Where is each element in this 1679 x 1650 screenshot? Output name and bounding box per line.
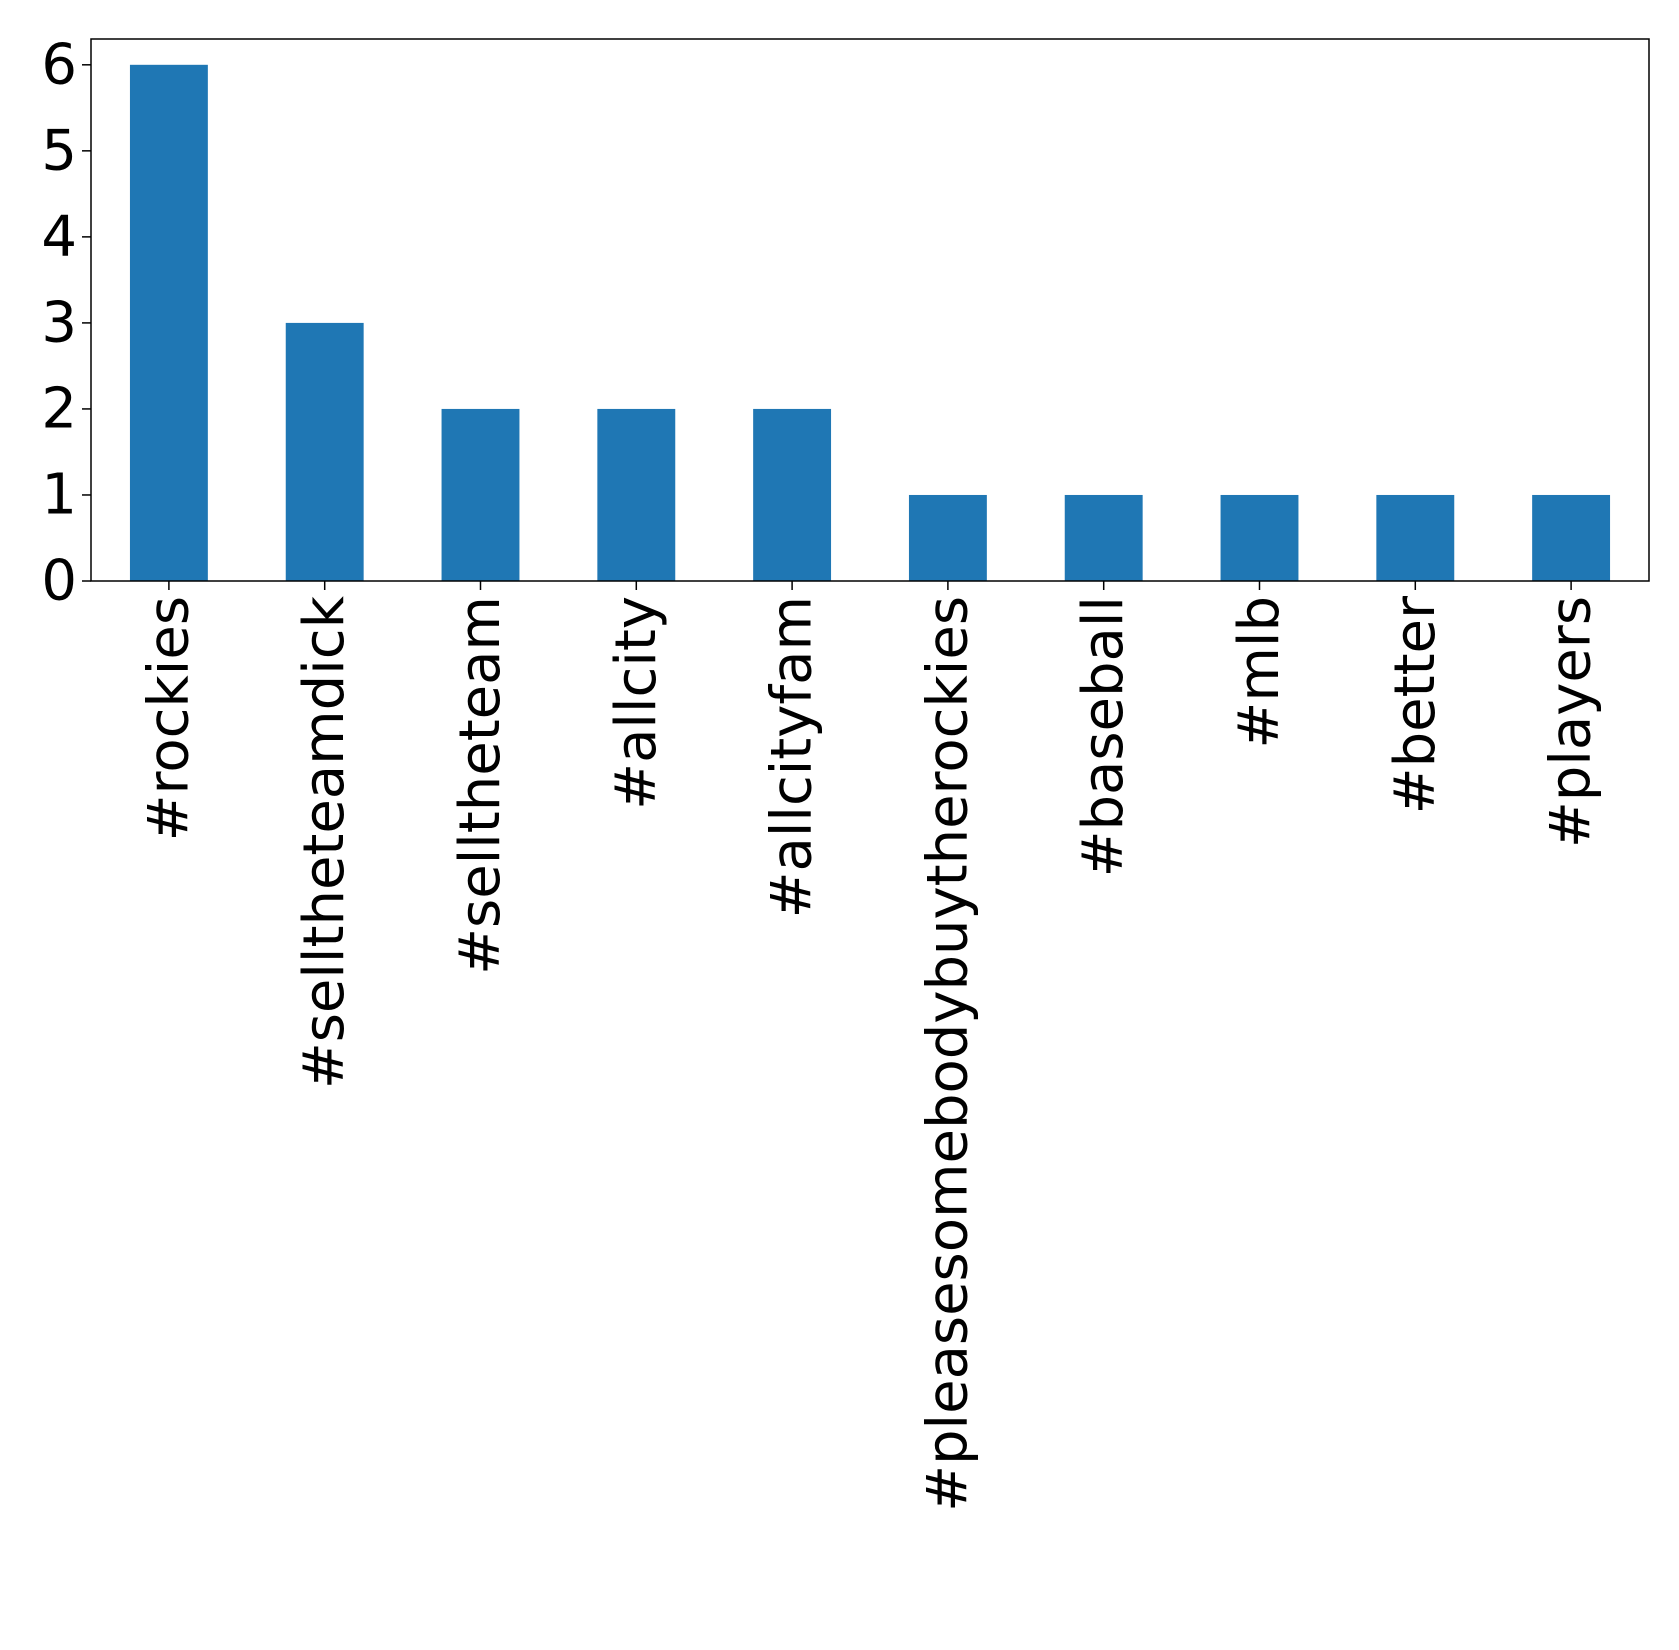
y-tick-label: 2 <box>41 376 77 441</box>
y-tick-label: 6 <box>41 32 77 97</box>
x-tick-label: #players <box>1539 596 1604 848</box>
x-tick-label: #baseball <box>1071 596 1136 877</box>
bar-baseball <box>1064 494 1143 581</box>
bar-better <box>1376 494 1455 581</box>
plot-frame <box>90 38 1650 582</box>
x-tick-label: #selltheteam <box>448 596 513 975</box>
bar-players <box>1532 494 1611 581</box>
y-tick-label: 4 <box>41 204 77 269</box>
bar-allcityfam <box>753 408 832 581</box>
x-tick-label: #rockies <box>136 596 201 841</box>
x-tick-label: #pleasesomebodybuytherockies <box>915 596 980 1512</box>
y-tick-label: 3 <box>41 290 77 355</box>
x-tick-label: #mlb <box>1227 596 1292 749</box>
bar-mlb <box>1220 494 1299 581</box>
x-tick-label: #allcity <box>604 596 669 810</box>
y-tick-label: 0 <box>41 549 77 614</box>
y-axis: 0 1 2 3 4 5 6 <box>41 32 91 614</box>
bar-selltheteam <box>441 408 520 581</box>
bar-selltheteamdick <box>285 322 364 581</box>
y-tick-label: 5 <box>41 118 77 183</box>
x-tick-label: #allcityfam <box>760 596 825 918</box>
bar-pleasesomebodybuytherockies <box>908 494 987 581</box>
y-tick-label: 1 <box>41 462 77 527</box>
bar-rockies <box>129 64 208 582</box>
x-tick-label: #selltheteamdick <box>292 595 357 1089</box>
bars-group <box>129 64 1611 582</box>
bar-allcity <box>597 408 676 581</box>
x-tick-label: #better <box>1383 595 1448 814</box>
x-axis: #rockies #selltheteamdick #selltheteam #all… <box>136 581 1604 1512</box>
